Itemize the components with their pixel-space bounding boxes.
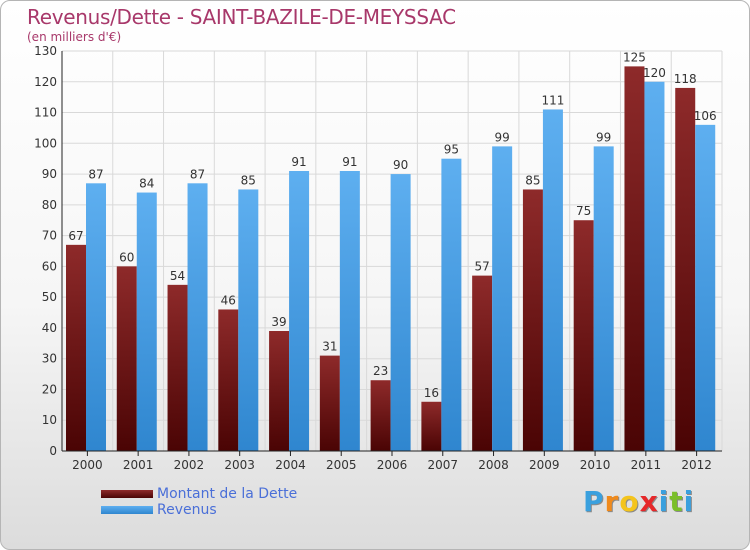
data-label-debt: 54 [170,269,185,283]
bar-debt [522,189,543,451]
x-tick-label: 2008 [478,458,509,472]
y-tick-label: 80 [42,198,57,212]
logo-letter: t [669,485,684,518]
data-label-revenus: 111 [541,93,564,107]
x-tick-label: 2003 [224,458,255,472]
y-tick-label: 40 [42,321,57,335]
y-tick-label: 0 [49,444,57,458]
y-tick-label: 120 [34,75,57,89]
y-tick-label: 90 [42,167,57,181]
data-label-debt: 57 [475,260,490,274]
bar-revenus [390,174,411,452]
bar-revenus [441,158,462,451]
data-label-revenus: 85 [241,173,256,187]
bar-revenus [86,183,106,452]
bar-debt [370,380,391,451]
data-label-debt: 39 [271,315,286,329]
data-label-revenus: 90 [393,158,408,172]
bar-debt [573,220,594,451]
data-label-revenus: 106 [694,109,717,123]
data-label-revenus: 99 [495,130,510,144]
y-tick-label: 20 [42,382,57,396]
bars-layer [66,66,716,452]
data-label-debt: 67 [68,229,83,243]
data-label-debt: 23 [373,364,388,378]
logo-letter: i [683,485,695,518]
bar-revenus [238,189,259,451]
logo-letter: x [639,485,659,518]
data-label-debt: 60 [119,250,134,264]
bar-revenus [187,183,208,452]
x-tick-label: 2004 [275,458,306,472]
chart-subtitle: (en milliers d'€) [27,30,122,44]
bar-debt [167,284,188,451]
x-tick-label: 2005 [326,458,357,472]
bar-debt [269,331,290,451]
data-label-debt: 46 [221,293,236,307]
axis-layer: 0 10 20 30 40 50 60 70 80 90 100 110 120 130 2000 2001 2… [34,44,722,472]
y-tick-label: 70 [42,229,57,243]
legend-swatch-revenus [101,506,153,514]
y-tick-label: 100 [34,136,57,150]
bar-debt [66,244,86,451]
chart-title: Revenus/Dette - SAINT-BAZILE-DE-MEYSSAC [27,5,456,29]
data-label-debt: 125 [623,50,646,64]
x-tick-label: 2000 [72,458,103,472]
x-tick-label: 2006 [377,458,408,472]
y-tick-label: 110 [34,106,57,120]
logo-letter: P [583,485,605,518]
bar-revenus [289,171,310,451]
bar-revenus [339,171,360,451]
bar-debt [319,355,340,451]
bar-debt [624,66,645,451]
x-tick-label: 2001 [123,458,154,472]
bar-debt [421,401,442,451]
y-tick-label: 130 [34,44,57,58]
proxiti-logo: Proxiti [583,485,694,518]
legend-label-revenus: Revenus [157,502,217,518]
data-label-revenus: 95 [444,143,459,157]
bar-revenus [695,124,716,451]
data-label-revenus: 91 [342,155,357,169]
data-label-revenus: 120 [643,66,666,80]
bar-revenus [644,81,665,452]
bar-debt [472,275,493,451]
bar-revenus [492,146,513,451]
bar-debt [116,266,137,451]
logo-letter: r [604,485,620,518]
x-tick-label: 2010 [580,458,611,472]
x-tick-label: 2002 [174,458,205,472]
x-tick-label: 2009 [529,458,560,472]
x-tick-label: 2011 [631,458,662,472]
bar-debt [218,309,239,451]
bar-debt [675,87,696,451]
logo-letter: i [658,485,670,518]
bar-revenus [542,109,563,451]
data-label-debt: 75 [576,204,591,218]
legend-label-debt: Montant de la Dette [157,486,298,502]
x-tick-label: 2007 [427,458,458,472]
data-label-revenus: 99 [596,130,611,144]
data-label-revenus: 87 [88,167,103,181]
legend-swatch-debt [101,490,153,498]
bar-revenus [136,192,157,452]
y-tick-label: 60 [42,259,57,273]
data-label-debt: 31 [322,340,337,354]
data-label-debt: 118 [674,72,697,86]
y-tick-label: 50 [42,290,57,304]
y-tick-label: 10 [42,413,57,427]
data-label-revenus: 91 [291,155,306,169]
logo-letter: o [619,485,640,518]
bar-revenus [593,146,614,451]
data-label-debt: 85 [525,173,540,187]
x-tick-label: 2012 [681,458,712,472]
labels-layer: 67 87 60 84 54 87 46 85 39 91 31 91 23 90 16 95 57 99 85 11… [68,50,716,399]
y-tick-label: 30 [42,352,57,366]
data-label-revenus: 84 [139,177,154,191]
data-label-revenus: 87 [190,167,205,181]
data-label-debt: 16 [424,386,439,400]
